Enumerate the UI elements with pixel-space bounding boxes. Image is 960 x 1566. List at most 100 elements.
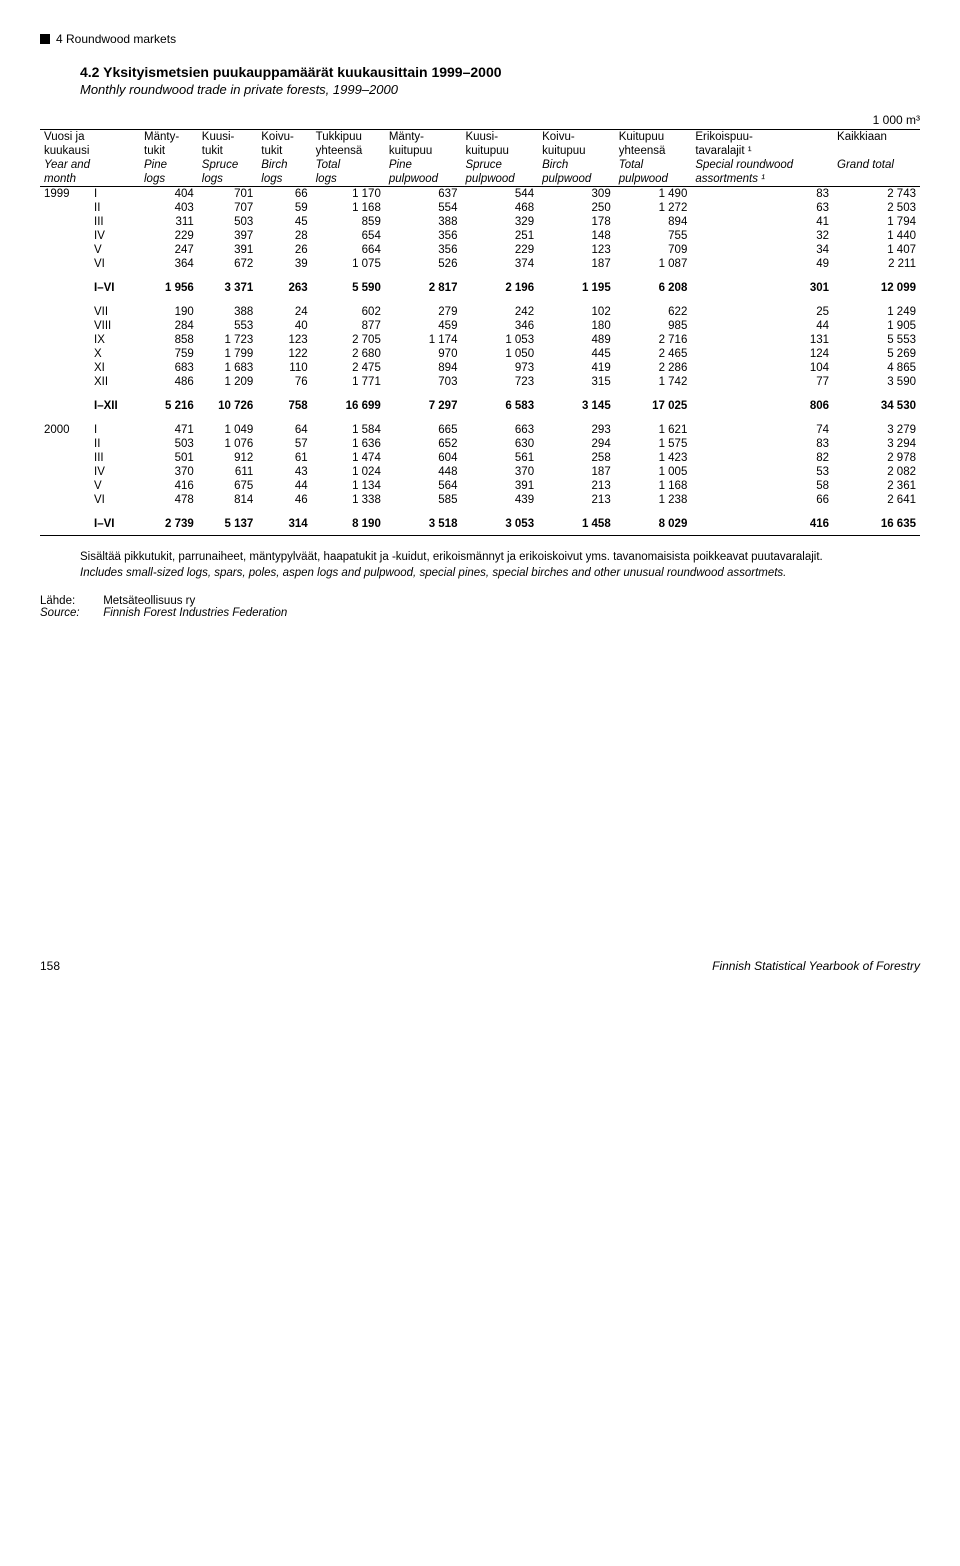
header-cell: kuitupuu — [461, 144, 538, 158]
year-cell — [40, 399, 90, 413]
source-value-fi: Metsäteollisuus ry — [103, 595, 195, 607]
value-cell: 703 — [385, 375, 462, 389]
value-cell: 1 423 — [615, 451, 692, 465]
value-cell: 419 — [538, 361, 615, 375]
value-cell: 124 — [691, 347, 833, 361]
value-cell: 1 249 — [833, 305, 920, 319]
value-cell: 311 — [140, 215, 198, 229]
month-cell: V — [90, 243, 140, 257]
value-cell: 755 — [615, 229, 692, 243]
value-cell: 247 — [140, 243, 198, 257]
value-cell: 503 — [198, 215, 257, 229]
header-cell: Kuusi- — [198, 130, 257, 144]
value-cell: 83 — [691, 187, 833, 202]
value-cell: 32 — [691, 229, 833, 243]
value-cell: 391 — [461, 479, 538, 493]
value-cell: 416 — [140, 479, 198, 493]
value-cell: 8 190 — [312, 517, 385, 531]
header-cell: Kuusi- — [461, 130, 538, 144]
value-cell: 683 — [140, 361, 198, 375]
header-cell: pulpwood — [461, 172, 538, 187]
table-row: X7591 7991222 6809701 0504452 4651245 26… — [40, 347, 920, 361]
title-fi: Yksityismetsien puukauppamäärät kuukausi… — [103, 64, 501, 80]
value-cell: 553 — [198, 319, 257, 333]
value-cell: 6 208 — [615, 281, 692, 295]
value-cell: 24 — [257, 305, 311, 319]
value-cell: 2 503 — [833, 201, 920, 215]
value-cell: 1 134 — [312, 479, 385, 493]
value-cell: 985 — [615, 319, 692, 333]
header-cell — [833, 172, 920, 187]
year-cell — [40, 479, 90, 493]
header-cell: Pine — [385, 158, 462, 172]
value-cell: 309 — [538, 187, 615, 202]
header-cell: tukit — [140, 144, 198, 158]
value-cell: 1 087 — [615, 257, 692, 271]
value-cell: 284 — [140, 319, 198, 333]
table-header: Vuosi jaMänty-Kuusi-Koivu-TukkipuuMänty-… — [40, 130, 920, 187]
value-cell: 585 — [385, 493, 462, 507]
value-cell: 503 — [140, 437, 198, 451]
value-cell: 672 — [198, 257, 257, 271]
table-row: I–VI1 9563 3712635 5902 8172 1961 1956 2… — [40, 281, 920, 295]
value-cell: 664 — [312, 243, 385, 257]
value-cell: 4 865 — [833, 361, 920, 375]
year-cell — [40, 451, 90, 465]
header-cell: Vuosi ja — [40, 130, 140, 144]
value-cell: 554 — [385, 201, 462, 215]
table-title: 4.2 Yksityismetsien puukauppamäärät kuuk… — [80, 64, 920, 97]
value-cell: 229 — [140, 229, 198, 243]
value-cell: 611 — [198, 465, 257, 479]
header-cell: assortments ¹ — [691, 172, 833, 187]
value-cell: 1 584 — [312, 423, 385, 437]
value-cell: 77 — [691, 375, 833, 389]
value-cell: 57 — [257, 437, 311, 451]
month-cell: III — [90, 451, 140, 465]
header-cell: Birch — [538, 158, 615, 172]
value-cell: 59 — [257, 201, 311, 215]
value-cell: 486 — [140, 375, 198, 389]
source-label-en: Source: — [40, 607, 100, 619]
header-cell: logs — [257, 172, 311, 187]
year-cell — [40, 243, 90, 257]
month-cell: VIII — [90, 319, 140, 333]
footnote-fi: Sisältää pikkutukit, parrunaiheet, mänty… — [80, 550, 920, 566]
unit-label: 1 000 m³ — [40, 113, 920, 127]
value-cell: 1 440 — [833, 229, 920, 243]
value-cell: 3 590 — [833, 375, 920, 389]
header-cell: logs — [198, 172, 257, 187]
month-cell: IV — [90, 229, 140, 243]
value-cell: 859 — [312, 215, 385, 229]
value-cell: 279 — [385, 305, 462, 319]
table-body: 1999I404701661 1706375443091 490832 743I… — [40, 187, 920, 536]
month-cell: VI — [90, 493, 140, 507]
value-cell: 301 — [691, 281, 833, 295]
value-cell: 665 — [385, 423, 462, 437]
value-cell: 709 — [615, 243, 692, 257]
value-cell: 3 145 — [538, 399, 615, 413]
header-cell: Tukkipuu — [312, 130, 385, 144]
value-cell: 10 726 — [198, 399, 257, 413]
value-cell: 604 — [385, 451, 462, 465]
value-cell: 346 — [461, 319, 538, 333]
value-cell: 1 575 — [615, 437, 692, 451]
title-en: Monthly roundwood trade in private fores… — [80, 82, 920, 97]
month-cell: I–XII — [90, 399, 140, 413]
value-cell: 102 — [538, 305, 615, 319]
value-cell: 1 238 — [615, 493, 692, 507]
value-cell: 1 174 — [385, 333, 462, 347]
value-cell: 1 053 — [461, 333, 538, 347]
value-cell: 34 530 — [833, 399, 920, 413]
value-cell: 2 082 — [833, 465, 920, 479]
value-cell: 2 716 — [615, 333, 692, 347]
value-cell: 110 — [257, 361, 311, 375]
year-cell — [40, 375, 90, 389]
title-number: 4.2 — [80, 64, 99, 80]
year-cell — [40, 305, 90, 319]
value-cell: 439 — [461, 493, 538, 507]
month-cell: III — [90, 215, 140, 229]
table-row: V416675441 1345643912131 168582 361 — [40, 479, 920, 493]
value-cell: 654 — [312, 229, 385, 243]
footnote-en: Includes small-sized logs, spars, poles,… — [80, 566, 920, 582]
header-cell: Total — [615, 158, 692, 172]
